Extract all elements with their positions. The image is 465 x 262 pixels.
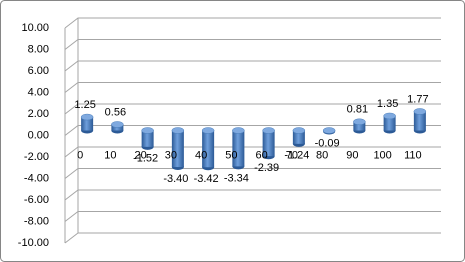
y-tick-label: -8.00 (24, 215, 49, 227)
y-tick-label: 6.00 (28, 65, 49, 77)
bar-body (141, 130, 154, 147)
y-tick-label: 0.00 (28, 129, 49, 141)
y-tick-label: -4.00 (24, 172, 49, 184)
value-label: -3.40 (163, 173, 188, 185)
bar-top (111, 121, 124, 128)
bar-top (292, 127, 306, 134)
bar (383, 112, 396, 134)
bar-body (413, 111, 426, 131)
x-tick-label: 60 (256, 149, 268, 161)
x-tick-label: 20 (135, 149, 147, 161)
y-tick-label: -10.00 (18, 237, 49, 249)
y-tick-label: 4.00 (28, 86, 49, 98)
y-tick-label: -6.00 (24, 194, 49, 206)
bar-top (201, 127, 215, 134)
x-tick-label: 70 (286, 149, 298, 161)
bar (292, 127, 306, 147)
x-tick-label: 30 (165, 149, 177, 161)
bar-body (171, 130, 184, 168)
bar-top (80, 113, 94, 121)
bar-body (353, 121, 366, 131)
value-label: -0.09 (315, 137, 340, 149)
x-tick-label: 100 (373, 149, 391, 161)
bar-body (81, 117, 94, 131)
bar (413, 108, 427, 134)
bar-body (383, 115, 396, 131)
x-tick-label: 110 (404, 149, 422, 161)
bar (232, 127, 245, 170)
y-tick-label: 10.00 (21, 22, 49, 34)
bar-top (322, 127, 336, 134)
x-tick-label: 0 (77, 149, 83, 161)
x-tick-label: 50 (225, 149, 237, 161)
bar (141, 127, 154, 150)
y-tick-label: 2.00 (28, 108, 49, 120)
bar-top (413, 108, 427, 115)
bar (262, 127, 275, 160)
value-label: -1.24 (284, 150, 309, 162)
x-tick-label: 90 (346, 149, 358, 161)
value-label: -1.52 (133, 153, 158, 165)
value-label: 0.56 (105, 106, 126, 118)
bar (80, 113, 94, 134)
bar-top (171, 127, 185, 134)
value-label: -2.39 (254, 162, 279, 174)
bar (353, 118, 366, 134)
bar-body (292, 130, 305, 144)
bar-top (353, 118, 366, 126)
bar-body (232, 130, 245, 167)
y-tick-label: 8.00 (28, 43, 49, 55)
value-label: -3.42 (194, 173, 219, 185)
value-label: 1.25 (74, 99, 95, 111)
bar-top (383, 112, 396, 120)
value-label: 1.35 (377, 98, 398, 110)
bar (322, 127, 336, 135)
bar-top (262, 127, 275, 134)
x-tick-label: 10 (104, 149, 116, 161)
x-tick-label: 40 (195, 149, 207, 161)
bar (201, 127, 215, 171)
bar-top (141, 127, 154, 134)
x-tick-label: 80 (316, 149, 328, 161)
bar-top (232, 127, 245, 134)
bar-body (262, 130, 275, 157)
value-label: 1.77 (407, 93, 428, 105)
value-label: 0.81 (347, 104, 368, 116)
bar-body (202, 130, 215, 168)
value-label: -3.34 (224, 172, 249, 184)
bar (111, 121, 124, 134)
y-tick-label: -2.00 (24, 151, 49, 163)
bar (171, 127, 185, 171)
